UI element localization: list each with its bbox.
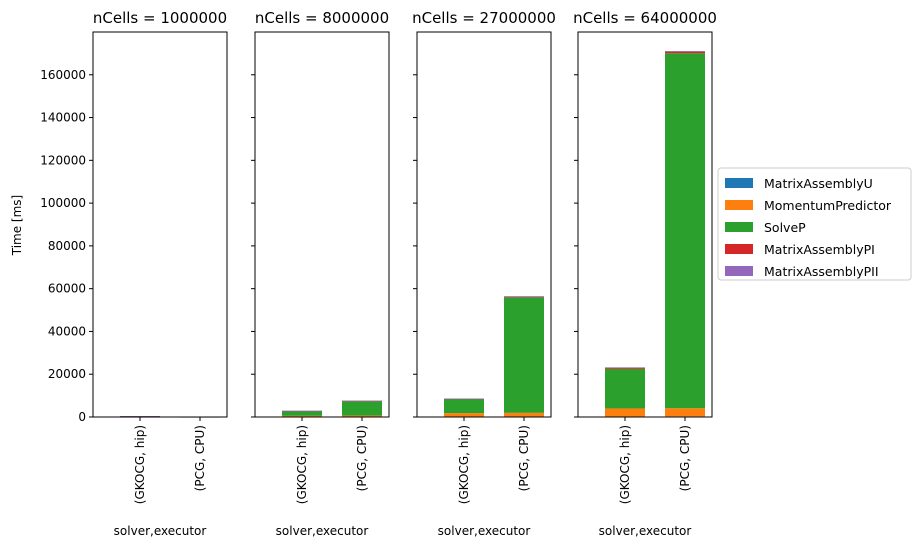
- bar-segment: [342, 400, 382, 402]
- bar-segment: [282, 411, 322, 416]
- bar-segment: [605, 367, 645, 369]
- bar-segment: [605, 367, 645, 368]
- bar-segment: [342, 401, 382, 416]
- panel-frame: [577, 31, 713, 418]
- x-tick-label: (GKOCG, hip): [457, 425, 471, 504]
- panel-frame: [416, 31, 552, 418]
- bar-segment: [665, 51, 705, 54]
- x-tick-label: (PCG, CPU): [517, 425, 531, 491]
- legend-label: SolveP: [764, 220, 806, 235]
- y-tick-label: 120000: [40, 153, 86, 167]
- bar-segment: [504, 412, 544, 417]
- legend-swatch: [725, 200, 753, 210]
- bar-segment: [665, 408, 705, 417]
- bar-segment: [282, 415, 322, 417]
- x-tick-label: (GKOCG, hip): [133, 425, 147, 504]
- x-axis-label: solver,executor: [599, 524, 692, 538]
- bar-segment: [342, 415, 382, 417]
- x-tick-label: (GKOCG, hip): [618, 425, 632, 504]
- x-tick-label: (PCG, CPU): [193, 425, 207, 491]
- y-tick-label: 40000: [48, 324, 86, 338]
- legend-swatch: [725, 266, 753, 276]
- y-tick-label: 100000: [40, 196, 86, 210]
- bar-segment: [605, 368, 645, 409]
- bar-segment: [504, 296, 544, 297]
- x-axis-label: solver,executor: [114, 524, 207, 538]
- legend-label: MatrixAssemblyU: [764, 176, 873, 191]
- bar-segment: [665, 53, 705, 409]
- panel-title: nCells = 8000000: [255, 9, 389, 27]
- panel-title: nCells = 64000000: [573, 9, 717, 27]
- x-axis-label: solver,executor: [438, 524, 531, 538]
- legend-label: MatrixAssemblyPI: [764, 242, 875, 257]
- y-tick-label: 20000: [48, 367, 86, 381]
- panel-frame: [254, 31, 390, 418]
- y-tick-label: 140000: [40, 111, 86, 125]
- bar-segment: [282, 410, 322, 412]
- y-tick-label: 60000: [48, 282, 86, 296]
- y-tick-label: 0: [78, 410, 86, 424]
- bar-segment: [504, 296, 544, 298]
- legend-swatch: [725, 244, 753, 254]
- bar-segment: [444, 399, 484, 414]
- legend-swatch: [725, 222, 753, 232]
- legend-swatch: [725, 178, 753, 188]
- panel-frame: [92, 31, 228, 418]
- panel-title: nCells = 1000000: [93, 9, 227, 27]
- x-tick-label: (PCG, CPU): [678, 425, 692, 491]
- bar-segment: [444, 413, 484, 417]
- x-axis-label: solver,executor: [276, 524, 369, 538]
- legend-label: MatrixAssemblyPII: [764, 264, 879, 279]
- panel-title: nCells = 27000000: [412, 9, 556, 27]
- legend-box: [717, 167, 912, 281]
- y-tick-label: 160000: [40, 68, 86, 82]
- y-axis-label: Time [ms]: [10, 195, 24, 257]
- bar-segment: [120, 416, 160, 417]
- bar-segment: [444, 398, 484, 400]
- legend-label: MomentumPredictor: [764, 198, 892, 213]
- bar-segment: [665, 51, 705, 52]
- x-tick-label: (GKOCG, hip): [295, 425, 309, 504]
- y-tick-label: 80000: [48, 239, 86, 253]
- bar-segment: [504, 297, 544, 413]
- x-tick-label: (PCG, CPU): [355, 425, 369, 491]
- bar-segment: [605, 408, 645, 417]
